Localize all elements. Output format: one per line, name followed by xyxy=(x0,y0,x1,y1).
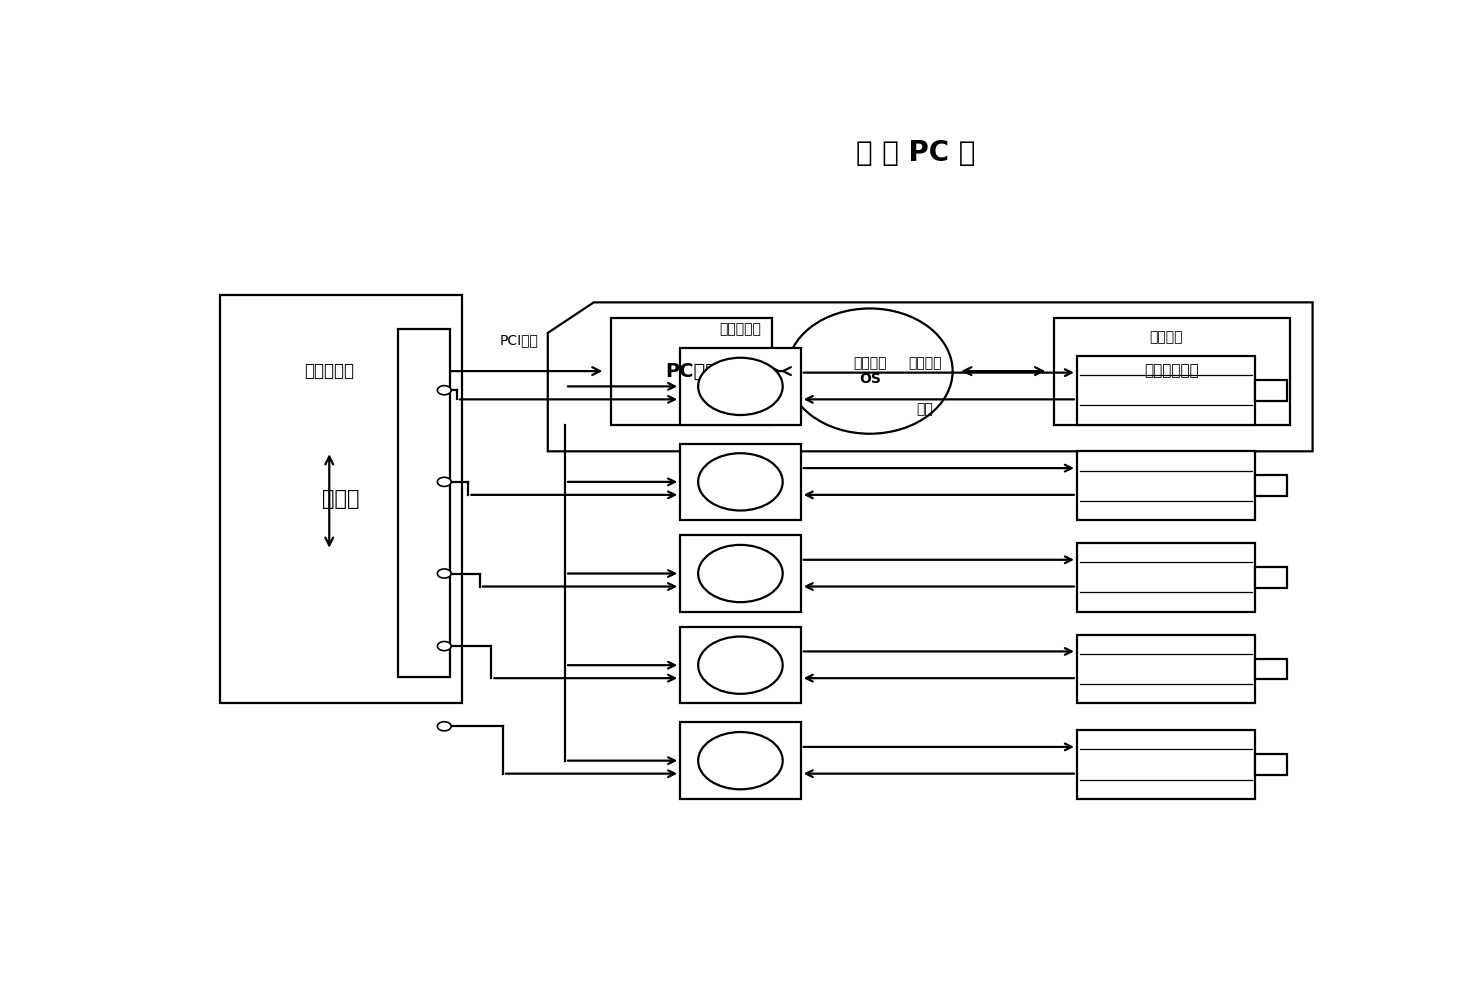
Text: 输入输出设备: 输入输出设备 xyxy=(1144,364,1199,379)
Bar xyxy=(1255,754,1287,775)
Bar xyxy=(232,317,427,425)
Circle shape xyxy=(438,569,451,578)
Bar xyxy=(1077,356,1255,425)
Bar xyxy=(1255,475,1287,496)
Text: 运动控制卡: 运动控制卡 xyxy=(304,362,355,380)
Bar xyxy=(680,348,801,425)
Bar xyxy=(1077,451,1255,520)
Bar xyxy=(680,627,801,703)
Circle shape xyxy=(438,722,451,731)
Bar xyxy=(1255,380,1287,401)
Circle shape xyxy=(438,642,451,651)
Text: 能源输入: 能源输入 xyxy=(908,356,942,370)
Text: 操作系统
OS: 操作系统 OS xyxy=(853,356,886,386)
Bar xyxy=(680,443,801,520)
Bar xyxy=(1077,635,1255,703)
Text: 反馈: 反馈 xyxy=(917,403,933,417)
Text: 转接板: 转接板 xyxy=(322,489,359,509)
Ellipse shape xyxy=(697,545,782,602)
Bar xyxy=(1255,659,1287,680)
Ellipse shape xyxy=(697,732,782,790)
Bar xyxy=(680,722,801,799)
Bar xyxy=(1077,543,1255,612)
Text: PCI总线: PCI总线 xyxy=(500,333,539,347)
Ellipse shape xyxy=(697,453,782,511)
Circle shape xyxy=(438,386,451,395)
Text: 上 位 PC 机: 上 位 PC 机 xyxy=(856,140,975,168)
Text: 步进电机: 步进电机 xyxy=(1149,329,1183,344)
Text: 电机驱动器: 电机驱动器 xyxy=(720,322,761,336)
Circle shape xyxy=(438,477,451,486)
Bar xyxy=(1054,317,1290,425)
Ellipse shape xyxy=(697,358,782,415)
Text: PC主机: PC主机 xyxy=(665,362,718,381)
Ellipse shape xyxy=(697,637,782,693)
Bar xyxy=(680,536,801,612)
Bar xyxy=(220,295,462,703)
Bar xyxy=(398,329,450,677)
Bar xyxy=(611,317,772,425)
Ellipse shape xyxy=(787,309,953,434)
Bar xyxy=(1255,567,1287,587)
Bar xyxy=(1077,730,1255,799)
